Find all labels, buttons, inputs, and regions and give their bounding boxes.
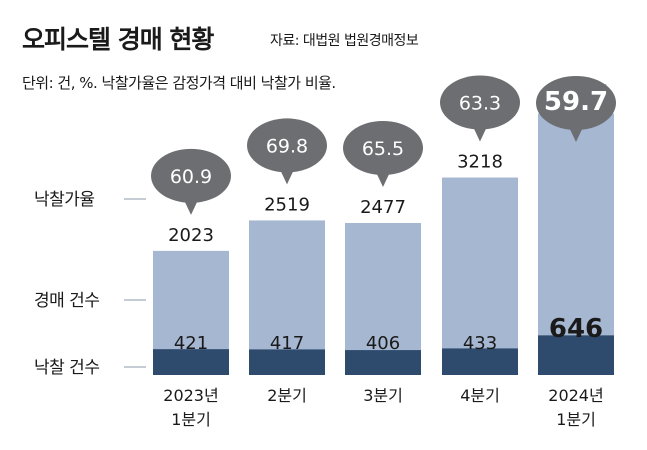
auction-count-bar [538, 113, 614, 376]
winning-bid-bar [345, 350, 421, 375]
category-label: 4분기 [460, 386, 500, 405]
rate-bubble-pointer [375, 170, 391, 188]
row-label-rate: 낙찰가율 [34, 190, 95, 210]
rate-value-label: 65.5 [362, 138, 404, 160]
winning-bid-value-label: 433 [463, 333, 497, 354]
category-label: 2분기 [267, 386, 307, 405]
category-label: 3분기 [363, 386, 403, 405]
category-label: 2024년 [548, 386, 603, 405]
rate-bubble-pointer [472, 124, 488, 142]
rate-bubble [440, 75, 520, 130]
winning-bid-value-label: 417 [270, 333, 304, 354]
winning-bid-bar [538, 335, 614, 375]
row-label-auctions: 경매 건수 [34, 291, 99, 311]
winning-bid-bar [153, 349, 229, 375]
auction-count-value-label: 2519 [264, 194, 310, 215]
auction-count-bar [442, 177, 518, 375]
auction-count-value-label: 2023 [168, 225, 214, 246]
rate-bubble [536, 76, 616, 130]
rate-value-label: 60.9 [170, 166, 212, 188]
chart-title: 오피스텔 경매 현황 [22, 25, 214, 54]
rate-bubble [343, 121, 423, 176]
rate-bubble [151, 148, 231, 203]
auction-count-value-label: 2477 [360, 197, 406, 218]
category-label: 2023년 [163, 386, 218, 405]
row-label-winning-bids: 낙찰 건수 [34, 358, 99, 378]
unit-note: 단위: 건, %. 낙찰가율은 감정가격 대비 낙찰가 비율. [22, 74, 336, 92]
category-label: 1분기 [556, 410, 596, 429]
winning-bid-value-label: 406 [366, 333, 400, 354]
auction-count-bar [249, 220, 325, 375]
auction-count-bar [345, 223, 421, 375]
category-label: 1분기 [171, 410, 211, 429]
winning-bid-value-label: 646 [549, 314, 603, 344]
rate-value-label: 63.3 [459, 93, 501, 115]
rate-bubble-pointer [183, 197, 199, 215]
source-note: 자료: 대법원 법원경매정보 [270, 33, 419, 49]
winning-bid-bar [442, 348, 518, 375]
auction-count-value-label: 3218 [457, 152, 503, 173]
rate-value-label: 69.8 [266, 135, 308, 157]
rate-bubble [247, 118, 327, 173]
winning-bid-bar [249, 349, 325, 375]
rate-value-label: 59.7 [544, 87, 608, 117]
rate-bubble-pointer [279, 167, 295, 185]
rate-bubble-pointer [568, 125, 584, 142]
winning-bid-value-label: 421 [174, 333, 208, 354]
